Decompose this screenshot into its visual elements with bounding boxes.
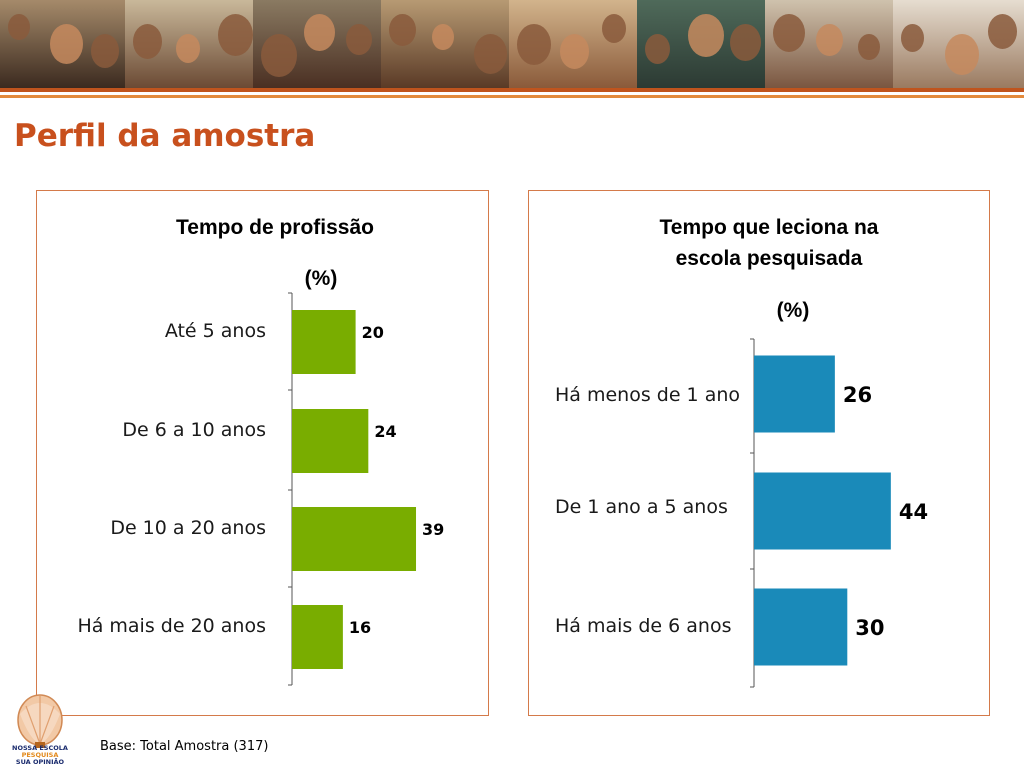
- data-label: 16: [349, 618, 371, 637]
- data-label: 39: [422, 520, 444, 539]
- bar: [292, 310, 356, 374]
- banner-divider: [0, 88, 1024, 92]
- page-title: Perfil da amostra: [14, 118, 316, 154]
- category-label: De 1 ano a 5 anos: [555, 496, 728, 518]
- nossa-escola-logo: NOSSA ESCOLA PESQUISA SUA OPINIÃO: [12, 694, 68, 766]
- banner-photo: [637, 0, 767, 88]
- category-label: Há menos de 1 ano: [555, 384, 740, 406]
- photo-banner: [0, 0, 1024, 88]
- chart-panel-tempo-profissao: Tempo de profissão (%) 20 Até 5 anos 24 De …: [36, 190, 489, 716]
- banner-divider-accent: [0, 95, 1024, 98]
- data-label: 20: [362, 323, 384, 342]
- banner-photo: [765, 0, 895, 88]
- banner-photo: [381, 0, 511, 88]
- base-footnote: Base: Total Amostra (317): [100, 739, 269, 754]
- category-label: Há mais de 6 anos: [555, 615, 731, 637]
- category-label: Até 5 anos: [165, 320, 266, 342]
- data-label: 44: [899, 500, 928, 524]
- chart-tempo-escola: Tempo que leciona na escola pesquisada (…: [555, 216, 928, 688]
- logo-text-2: PESQUISA: [22, 751, 59, 759]
- bar: [292, 409, 369, 473]
- bar: [292, 507, 417, 571]
- bar: [754, 588, 848, 666]
- banner-photo: [0, 0, 127, 88]
- chart-title: Tempo de profissão: [176, 216, 374, 239]
- banner-photo: [125, 0, 255, 88]
- data-label: 30: [855, 616, 884, 640]
- chart-title-line2: escola pesquisada: [676, 247, 863, 270]
- logo-text-1: NOSSA ESCOLA: [12, 744, 68, 752]
- category-label: De 6 a 10 anos: [122, 419, 266, 441]
- chart-title-line1: Tempo que leciona na: [660, 216, 879, 239]
- chart-unit: (%): [305, 267, 338, 290]
- banner-photo: [893, 0, 1024, 88]
- category-label: De 10 a 20 anos: [110, 517, 266, 539]
- data-label: 24: [374, 422, 396, 441]
- bar: [754, 472, 891, 550]
- chart-tempo-profissao: Tempo de profissão (%) 20 Até 5 anos 24 De …: [77, 216, 444, 686]
- bar: [754, 355, 835, 433]
- banner-photo: [253, 0, 383, 88]
- category-label: Há mais de 20 anos: [77, 615, 266, 637]
- logo-text-3: SUA OPINIÃO: [16, 757, 65, 766]
- chart-panel-tempo-escola: Tempo que leciona na escola pesquisada (…: [528, 190, 990, 716]
- data-label: 26: [843, 383, 872, 407]
- banner-photo: [509, 0, 639, 88]
- bar: [292, 605, 343, 669]
- chart-unit: (%): [777, 299, 810, 322]
